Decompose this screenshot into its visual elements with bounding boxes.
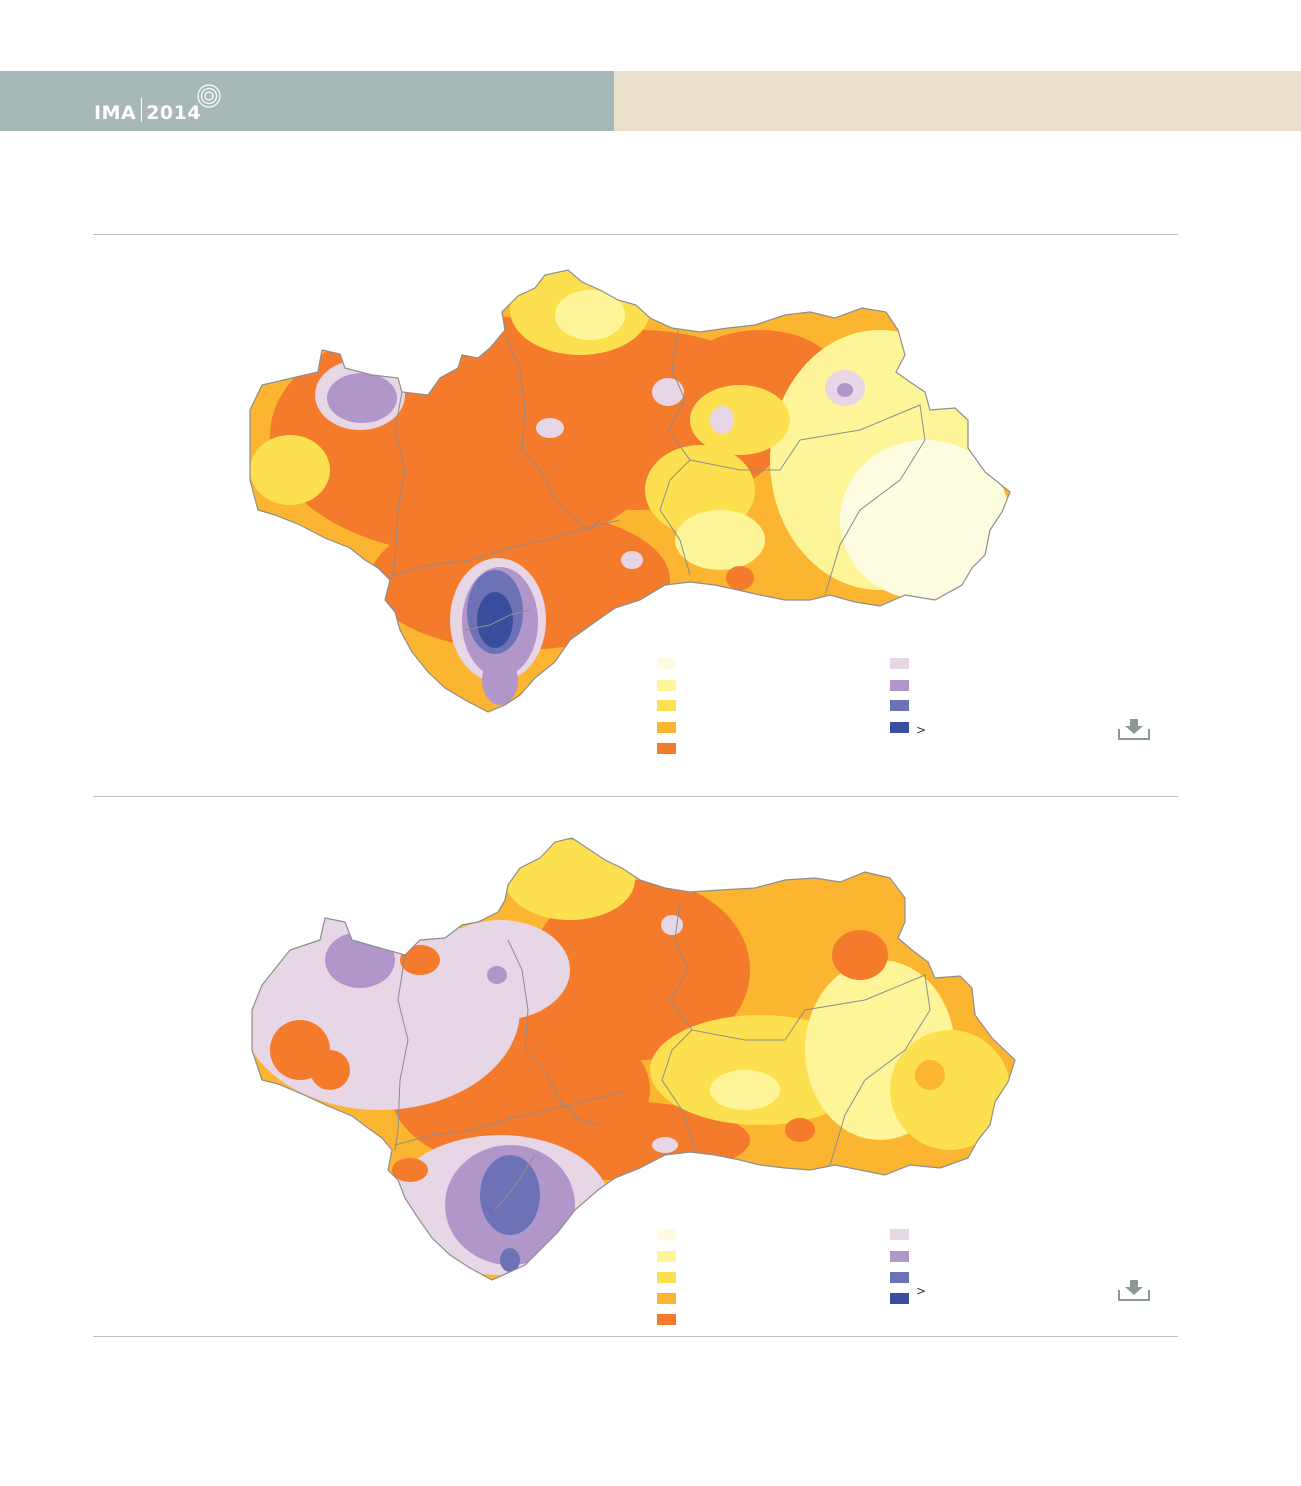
legend-swatch <box>890 722 909 733</box>
map-1-shape <box>249 269 1011 713</box>
legend-gt-label: > <box>916 723 927 737</box>
legend-swatch <box>890 1272 909 1283</box>
download-icon[interactable] <box>1117 717 1151 743</box>
map-2-legend <box>657 1229 909 1325</box>
legend-swatch <box>890 1229 909 1240</box>
header-band-right <box>614 71 1301 131</box>
map-2 <box>251 837 1016 1325</box>
legend-swatch <box>657 1251 676 1262</box>
legend-swatch <box>890 658 909 669</box>
map-1 <box>249 269 1011 754</box>
map-1-legend <box>657 658 909 754</box>
legend-swatch <box>890 680 909 691</box>
download-icon[interactable] <box>1117 1278 1151 1304</box>
legend-gt-label: > <box>916 1284 927 1298</box>
legend-swatch <box>657 1293 676 1304</box>
legend-swatch <box>657 1229 676 1240</box>
section-rule-middle <box>93 796 1178 797</box>
logo-divider <box>141 98 143 122</box>
section-rule-top <box>93 234 1178 235</box>
logo-rings-icon <box>197 84 221 108</box>
legend-swatch <box>657 743 676 754</box>
legend-swatch <box>657 722 676 733</box>
logo-year: 2014 <box>146 102 202 124</box>
legend-swatch <box>890 1293 909 1304</box>
ima-logo: IMA 2014 <box>94 84 201 124</box>
legend-swatch <box>890 1251 909 1262</box>
legend-swatch <box>890 700 909 711</box>
header-band-left <box>0 71 614 131</box>
legend-swatch <box>657 680 676 691</box>
legend-swatch <box>657 1272 676 1283</box>
legend-swatch <box>657 700 676 711</box>
map-2-shape <box>251 837 1016 1281</box>
logo-brand: IMA <box>94 102 137 124</box>
legend-swatch <box>657 658 676 669</box>
section-rule-bottom <box>93 1336 1178 1337</box>
legend-swatch <box>657 1314 676 1325</box>
